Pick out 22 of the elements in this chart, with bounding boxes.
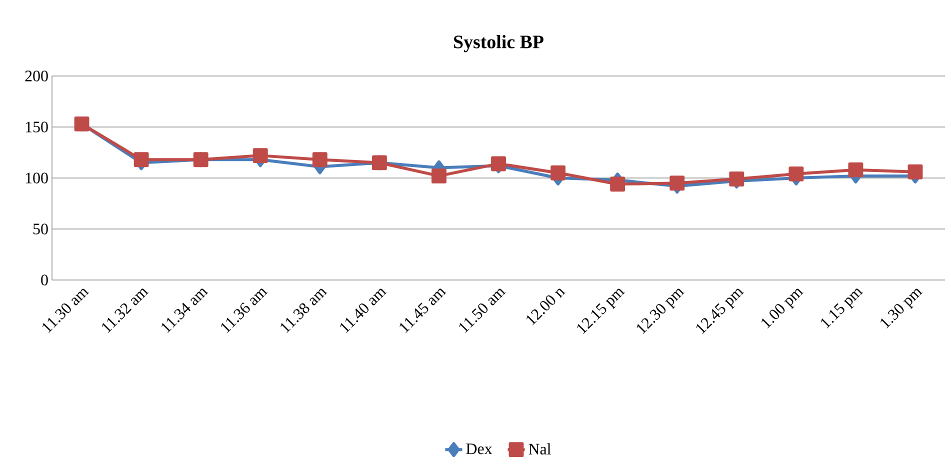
point bbox=[788, 166, 804, 182]
point bbox=[432, 168, 446, 184]
chart-title: Systolic BP bbox=[454, 35, 544, 52]
point bbox=[729, 172, 744, 186]
point bbox=[908, 164, 923, 180]
y-tick-label: 100 bbox=[26, 172, 48, 184]
point bbox=[610, 176, 626, 192]
legend-label: Dex bbox=[466, 444, 492, 454]
point bbox=[312, 152, 328, 168]
point bbox=[670, 176, 685, 191]
point bbox=[252, 148, 268, 164]
point bbox=[134, 152, 149, 168]
y-tick-label: 150 bbox=[26, 122, 48, 132]
legend-label: Nal bbox=[528, 443, 551, 455]
y-tick-label: 200 bbox=[25, 70, 48, 82]
y-tick-label: 0 bbox=[41, 274, 48, 286]
y-tick-label: 50 bbox=[33, 224, 48, 234]
x-tick-label: 1.00 pm bbox=[762, 288, 804, 328]
point bbox=[550, 165, 566, 180]
x-tick-label: 1.30 pm bbox=[880, 288, 923, 328]
point bbox=[848, 162, 864, 178]
x-tick-label: 1.15 pm bbox=[821, 288, 863, 328]
